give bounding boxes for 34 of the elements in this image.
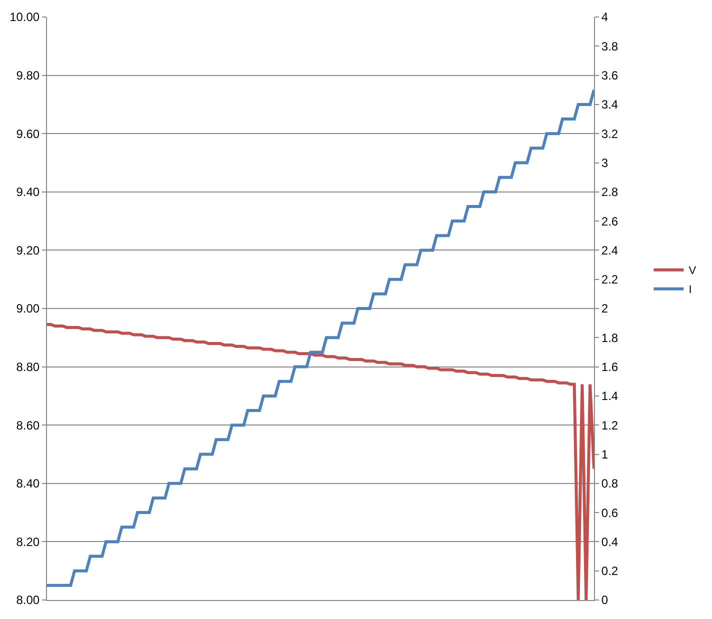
y-tick-label: 8.60 [16, 418, 40, 432]
y2-tick-label: 3.4 [601, 98, 618, 112]
y2-tick-label: 2.2 [601, 272, 618, 287]
y2-tick-label: 1.4 [601, 389, 618, 404]
y2-tick-label: 3.2 [601, 126, 618, 141]
y2-tick-label: 3.8 [601, 39, 618, 54]
y2-tick-label: 1.8 [601, 330, 618, 345]
legend-label: I [688, 284, 692, 296]
y2-tick-label: 0.2 [601, 564, 618, 578]
y-tick-label: 10.00 [10, 10, 40, 24]
y2-tick-label: 1.2 [601, 418, 618, 432]
y2-tick-label: 0.6 [601, 506, 618, 520]
y-tick-label: 9.40 [16, 185, 40, 200]
y2-tick-label: 0.4 [601, 534, 618, 549]
y2-tick-label: 3.6 [601, 68, 618, 82]
y-tick-label: 9.80 [16, 68, 40, 82]
y-tick-label: 9.20 [16, 243, 40, 258]
y2-tick-label: 1.6 [601, 360, 618, 374]
y2-tick-label: 0 [601, 593, 608, 608]
y-tick-label: 9.00 [16, 302, 40, 316]
y2-tick-label: 2.8 [601, 185, 618, 200]
y2-tick-label: 3 [601, 156, 608, 170]
y2-tick-label: 2.6 [601, 214, 618, 228]
y2-tick-label: 2 [601, 302, 608, 316]
y2-tick-label: 4 [601, 10, 608, 24]
y-tick-label: 8.80 [16, 360, 40, 374]
y-tick-label: 8.40 [16, 476, 40, 491]
y2-tick-label: 1 [601, 447, 608, 462]
legend-label: V [688, 265, 697, 278]
y-tick-label: 8.20 [16, 534, 40, 549]
y2-tick-label: 2.4 [601, 243, 618, 258]
y-tick-label: 9.60 [16, 126, 40, 141]
y-tick-label: 8.00 [16, 593, 40, 608]
y2-tick-label: 0.8 [601, 476, 618, 491]
